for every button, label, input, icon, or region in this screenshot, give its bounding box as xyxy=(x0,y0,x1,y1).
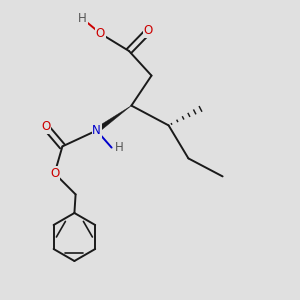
Text: H: H xyxy=(115,141,123,154)
Text: H: H xyxy=(78,12,87,25)
Polygon shape xyxy=(95,106,131,133)
Text: O: O xyxy=(96,27,105,40)
Text: O: O xyxy=(41,120,50,133)
Text: N: N xyxy=(92,124,101,137)
Text: O: O xyxy=(144,24,153,38)
Text: O: O xyxy=(50,167,59,180)
